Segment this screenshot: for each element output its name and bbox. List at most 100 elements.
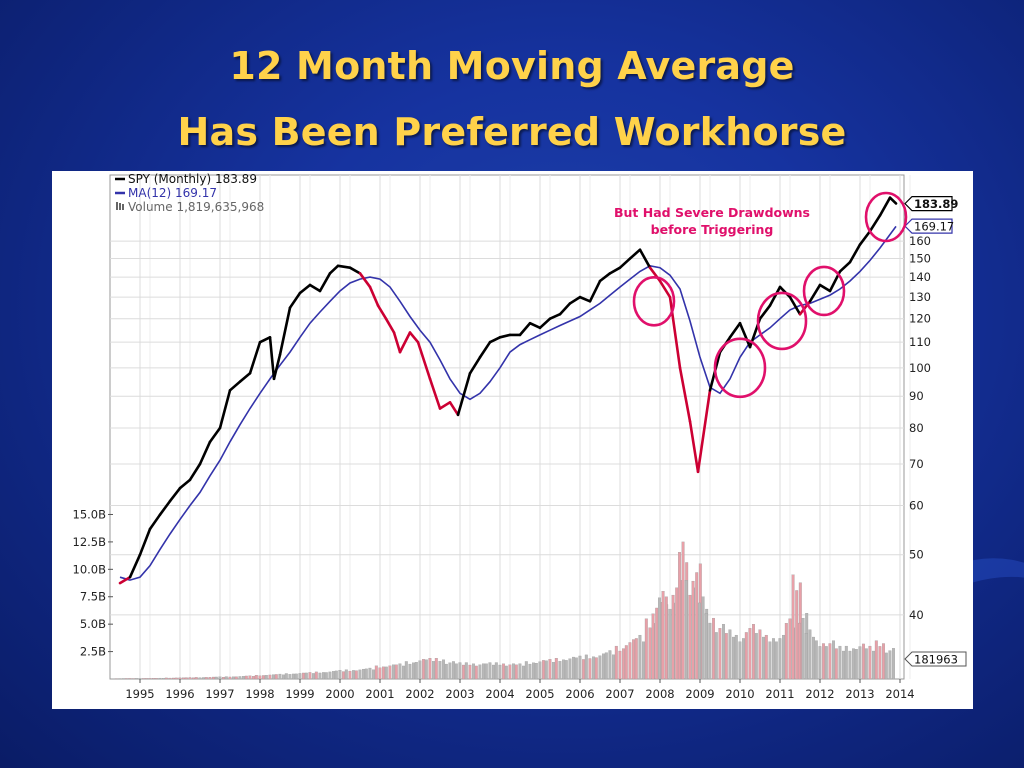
volume-bar xyxy=(818,646,822,680)
drawdown-circle xyxy=(713,337,767,399)
volume-bar xyxy=(782,634,785,680)
volume-bar xyxy=(214,676,218,680)
volume-bar xyxy=(132,678,135,680)
price-tick-label: 120 xyxy=(909,312,931,326)
price-segment xyxy=(238,371,252,383)
volume-bar xyxy=(612,654,615,680)
price-segment xyxy=(768,285,782,307)
volume-bar xyxy=(468,664,472,680)
price-segment xyxy=(838,260,852,273)
slide-title-line1: 12 Month Moving Average xyxy=(229,44,795,88)
volume-bar xyxy=(238,676,242,680)
volume-bar xyxy=(584,654,588,680)
volume-bar xyxy=(442,659,445,680)
volume-bar xyxy=(492,664,495,680)
volume-bar xyxy=(502,663,505,680)
volume-bar xyxy=(795,590,799,680)
volume-bar xyxy=(288,674,292,680)
volume-bar xyxy=(708,622,712,680)
volume-bar xyxy=(382,666,385,680)
volume-bar xyxy=(738,641,742,680)
volume-bar xyxy=(774,641,778,680)
volume-bar xyxy=(848,650,852,680)
volume-bar xyxy=(642,641,645,680)
x-tick-label: 2005 xyxy=(525,687,554,701)
plot-frame xyxy=(109,174,905,680)
volume-tick-label: 15.0B xyxy=(73,507,107,521)
price-segment xyxy=(758,304,772,321)
volume-bar xyxy=(712,617,715,680)
volume-bar xyxy=(588,658,592,680)
volume-bar xyxy=(812,636,815,680)
ma12-line xyxy=(119,225,897,581)
volume-bar xyxy=(122,678,125,680)
volume-bar xyxy=(528,663,532,680)
volume-bar xyxy=(524,661,528,680)
volume-bar xyxy=(888,650,892,680)
volume-bar xyxy=(604,652,608,680)
volume-bar xyxy=(718,628,722,680)
volume-bar xyxy=(734,634,738,680)
volume-bar xyxy=(142,678,145,680)
volume-bar xyxy=(158,677,162,680)
volume-bar xyxy=(714,632,718,680)
volume-bars xyxy=(114,541,895,680)
volume-bar xyxy=(614,645,618,680)
volume-bar xyxy=(564,660,568,680)
price-tick-label: 160 xyxy=(909,234,931,248)
price-segment xyxy=(358,272,372,289)
volume-bar xyxy=(664,596,668,680)
price-tick-label: 40 xyxy=(909,608,924,622)
volume-bar xyxy=(488,662,492,680)
price-segment xyxy=(878,196,892,217)
price-segment xyxy=(118,575,132,585)
volume-bar xyxy=(582,659,585,680)
x-tick-label: 1998 xyxy=(245,687,274,701)
price-segment xyxy=(148,513,162,531)
volume-bar xyxy=(574,657,578,680)
volume-bar xyxy=(834,648,838,680)
volume-bar xyxy=(868,645,872,680)
volume-bar xyxy=(808,629,812,680)
price-segment xyxy=(298,283,312,295)
x-tick-label: 2007 xyxy=(605,687,634,701)
volume-bar xyxy=(398,663,402,680)
volume-bar xyxy=(314,671,318,680)
volume-bar xyxy=(392,664,395,680)
volume-bar xyxy=(192,677,195,680)
price-segment xyxy=(348,266,362,275)
x-tick-label: 1995 xyxy=(125,687,154,701)
volume-bar xyxy=(552,662,555,680)
legend-swatch-bar xyxy=(116,202,118,210)
volume-bar xyxy=(454,663,458,680)
volume-bar xyxy=(728,629,732,680)
volume-bar xyxy=(791,574,795,680)
price-segment xyxy=(588,279,602,303)
volume-bar xyxy=(232,676,235,680)
volume-bar xyxy=(554,658,558,680)
volume-bar xyxy=(204,677,208,680)
price-segment xyxy=(158,499,172,516)
volume-bar xyxy=(148,678,152,680)
volume-bar xyxy=(474,665,478,680)
volume-tick-label: 7.5B xyxy=(80,590,106,604)
volume-bar xyxy=(372,669,375,680)
volume-bar xyxy=(322,672,325,680)
x-tick-label: 2014 xyxy=(885,687,914,701)
volume-bar xyxy=(138,678,142,680)
volume-bar xyxy=(688,594,692,680)
volume-bar xyxy=(534,663,538,680)
volume-bar xyxy=(218,676,222,680)
price-segment xyxy=(268,335,276,381)
volume-bar xyxy=(414,662,418,680)
volume-bar xyxy=(332,671,335,680)
volume-bar xyxy=(562,659,565,680)
volume-bar xyxy=(464,662,468,680)
volume-bar xyxy=(242,676,245,680)
volume-bar xyxy=(754,633,758,680)
volume-bar xyxy=(188,677,192,680)
volume-bar xyxy=(598,655,602,680)
volume-bar xyxy=(154,678,158,680)
price-tick-label: 100 xyxy=(909,361,931,375)
volume-bar xyxy=(448,662,452,680)
